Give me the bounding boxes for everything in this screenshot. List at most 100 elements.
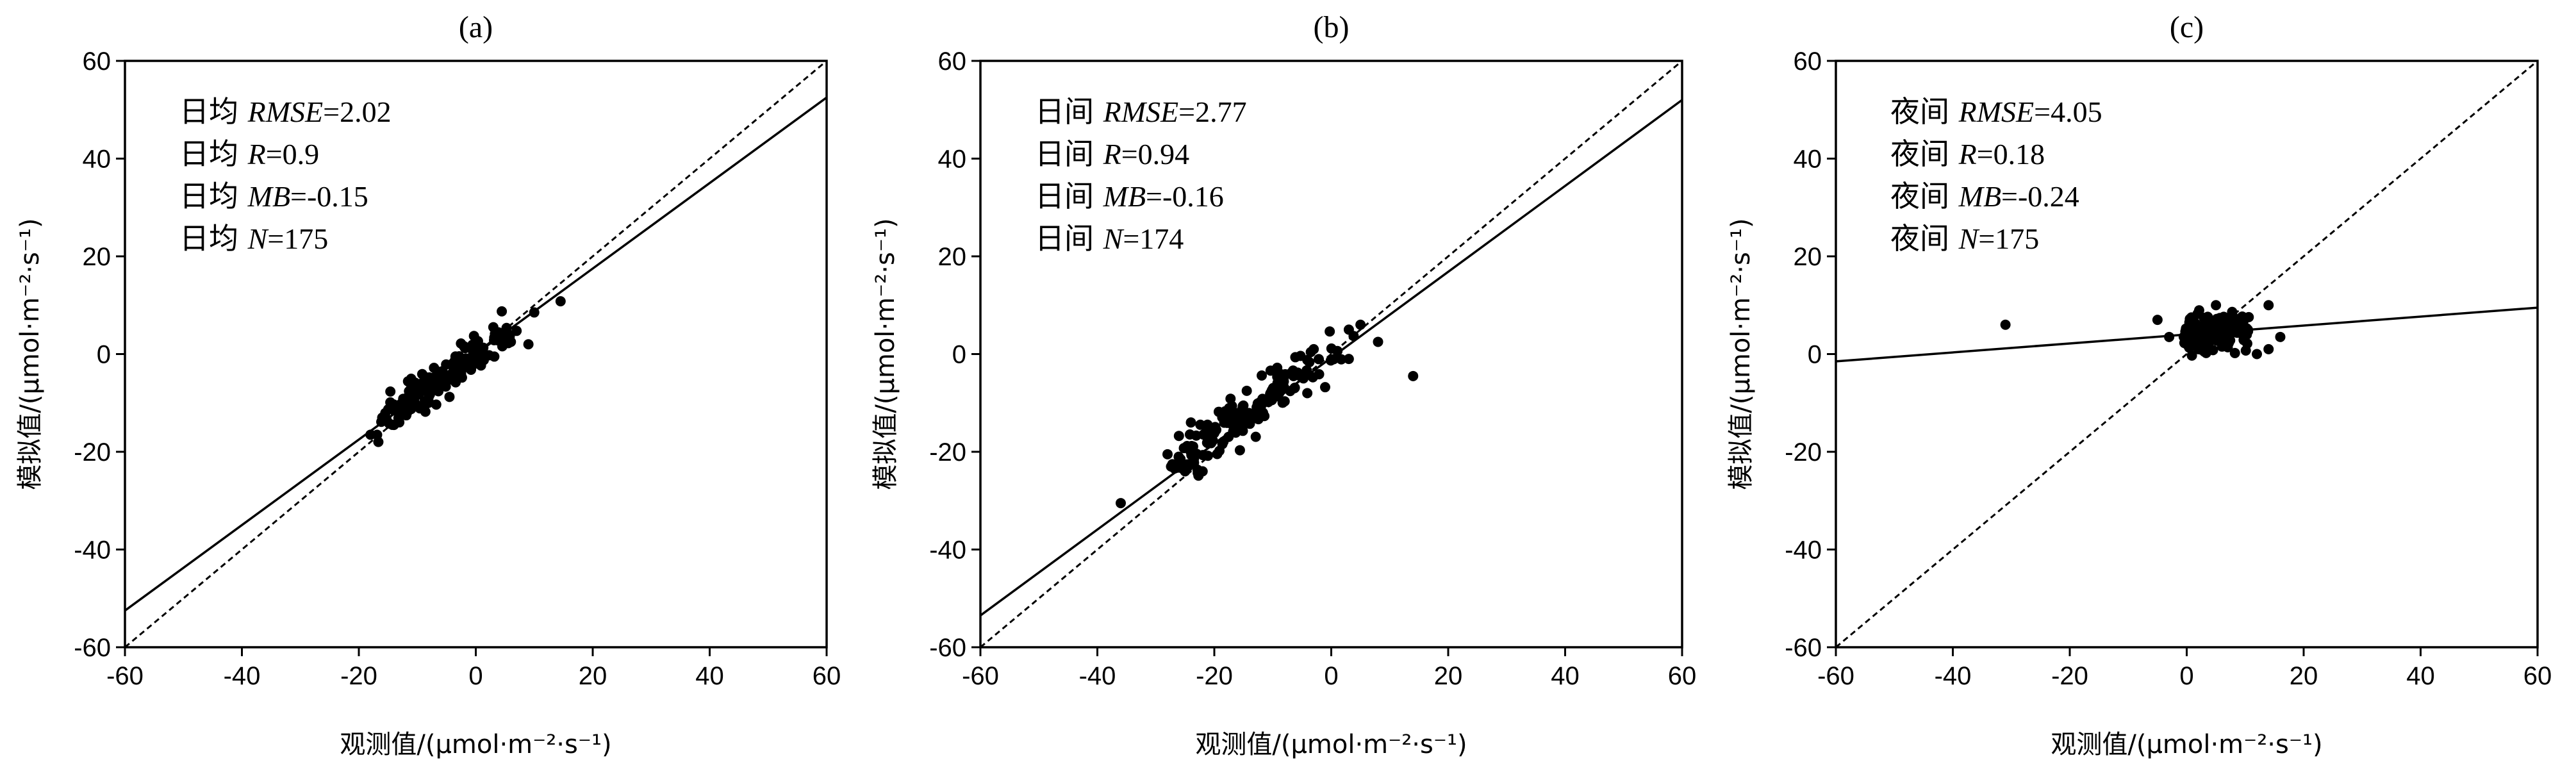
data-point	[1254, 397, 1265, 408]
data-point	[1355, 319, 1366, 330]
y-tick-label: -40	[1785, 536, 1822, 565]
data-point	[1336, 354, 1347, 365]
data-point	[1373, 336, 1383, 347]
plot-frame	[979, 60, 1683, 649]
data-point	[2229, 347, 2240, 358]
data-point	[467, 340, 478, 351]
data-points	[365, 296, 566, 447]
data-point	[1186, 458, 1197, 469]
data-point	[2179, 338, 2190, 349]
data-point	[2263, 300, 2274, 311]
stat-value: =0.18	[1977, 138, 2045, 170]
data-point	[1304, 357, 1315, 368]
y-tick-label: -40	[74, 536, 111, 565]
stat-value: =174	[1123, 222, 1184, 255]
data-point	[555, 296, 566, 307]
data-point	[1218, 436, 1229, 447]
stat-annotation: 夜间 N=175	[1890, 221, 2039, 256]
y-tick-label: 20	[1794, 243, 1822, 271]
data-point	[466, 365, 477, 376]
x-tick-label: 60	[1668, 662, 1697, 690]
data-point	[431, 399, 442, 410]
data-point	[1299, 369, 1310, 380]
data-point	[444, 392, 455, 402]
x-axis-label: 观测值/(μmol·m⁻²·s⁻¹)	[2051, 730, 2322, 759]
data-point	[1227, 419, 1238, 430]
data-point	[1202, 451, 1213, 461]
stat-value: =175	[1978, 222, 2039, 255]
x-tick-label: 40	[2406, 662, 2435, 690]
data-points	[1116, 319, 1419, 509]
data-point	[506, 336, 516, 347]
data-point	[2211, 300, 2222, 311]
stat-name: MB	[247, 180, 290, 213]
stat-prefix: 日均	[179, 221, 248, 256]
stat-name: N	[247, 222, 269, 255]
data-point	[523, 339, 534, 350]
data-point	[1271, 391, 1282, 402]
y-tick-label: 40	[83, 145, 111, 174]
data-point	[2190, 318, 2200, 329]
x-tick-label: 40	[1551, 662, 1580, 690]
data-point	[398, 393, 409, 404]
data-point	[2218, 315, 2229, 326]
y-tick-label: -60	[74, 634, 111, 662]
y-tick-label: 60	[83, 47, 111, 76]
x-tick-label: -60	[962, 662, 999, 690]
stat-prefix: 夜间	[1890, 94, 1959, 129]
data-point	[1408, 370, 1419, 381]
data-point	[409, 386, 420, 397]
x-tick-label: -20	[340, 662, 377, 690]
stat-name: R	[1103, 138, 1121, 170]
y-tick-label: 60	[1794, 47, 1822, 76]
data-point	[1178, 443, 1189, 454]
stat-value: =0.94	[1121, 138, 1189, 170]
stat-name: MB	[1958, 180, 2001, 213]
stat-value: =-0.15	[290, 180, 368, 213]
data-point	[2199, 346, 2209, 357]
y-tick-label: 20	[938, 243, 967, 271]
stat-prefix: 日间	[1035, 136, 1103, 171]
one-to-one-line	[1836, 61, 2538, 647]
data-point	[433, 386, 444, 397]
stat-annotation: 日间 N=174	[1035, 221, 1184, 256]
data-point	[412, 400, 423, 411]
x-tick-label: -20	[2051, 662, 2088, 690]
data-point	[1313, 354, 1324, 365]
y-tick-label: -60	[929, 634, 966, 662]
data-point	[429, 373, 440, 384]
data-point	[497, 306, 508, 317]
panel-title: (a)	[459, 10, 493, 44]
data-point	[1191, 430, 1201, 441]
plot-frame	[124, 60, 828, 649]
x-tick-label: 0	[468, 662, 483, 690]
data-point	[365, 429, 376, 440]
stat-prefix: 日均	[179, 94, 248, 129]
x-tick-label: 0	[2179, 662, 2193, 690]
stat-value: =-0.24	[2001, 180, 2079, 213]
x-tick-label: 60	[2523, 662, 2552, 690]
stat-prefix: 夜间	[1890, 136, 1959, 171]
data-point	[429, 362, 440, 373]
data-point	[2240, 345, 2251, 356]
y-tick-label: 60	[938, 47, 967, 76]
x-axis-label: 观测值/(μmol·m⁻²·s⁻¹)	[340, 730, 611, 759]
stat-name: RMSE	[1103, 95, 1179, 128]
data-point	[1187, 447, 1198, 458]
x-tick-label: 20	[2290, 662, 2318, 690]
stat-value: =2.02	[323, 95, 391, 128]
data-point	[1197, 466, 1208, 477]
stat-name: R	[1958, 138, 1977, 170]
stat-annotation: 日间 RMSE=2.77	[1035, 94, 1247, 129]
stat-annotation: 夜间 R=0.18	[1890, 136, 2045, 171]
data-point	[1250, 431, 1261, 442]
y-axis-label: 模拟值/(μmol·m⁻²·s⁻¹)	[15, 218, 45, 490]
data-point	[1278, 381, 1289, 392]
data-point	[446, 369, 457, 380]
data-point	[1290, 352, 1301, 363]
stat-annotation: 夜间 MB=-0.24	[1890, 179, 2079, 213]
data-point	[1343, 354, 1354, 365]
stat-name: RMSE	[1958, 95, 2035, 128]
data-point	[511, 326, 522, 336]
stat-prefix: 日均	[179, 179, 248, 213]
